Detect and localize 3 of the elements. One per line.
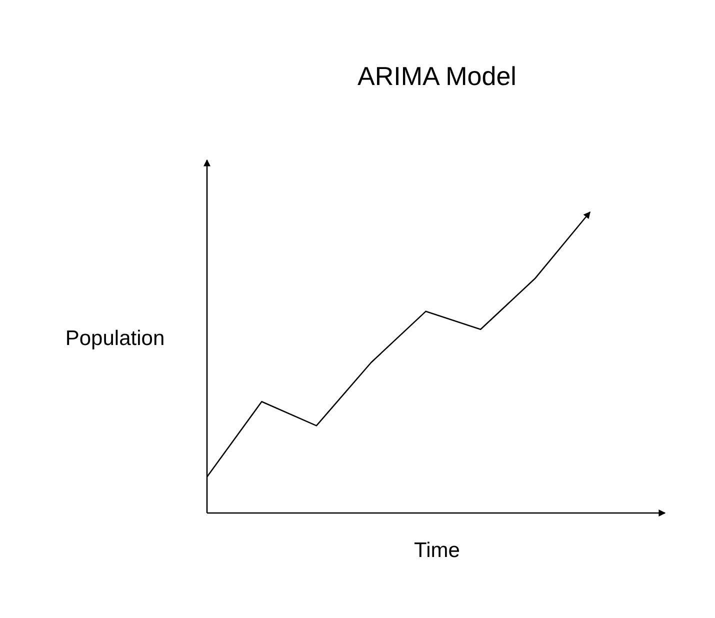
y-axis-title: Population [65,327,165,350]
chart-title: ARIMA Model [358,61,516,91]
x-axis-title: Time [414,539,460,562]
